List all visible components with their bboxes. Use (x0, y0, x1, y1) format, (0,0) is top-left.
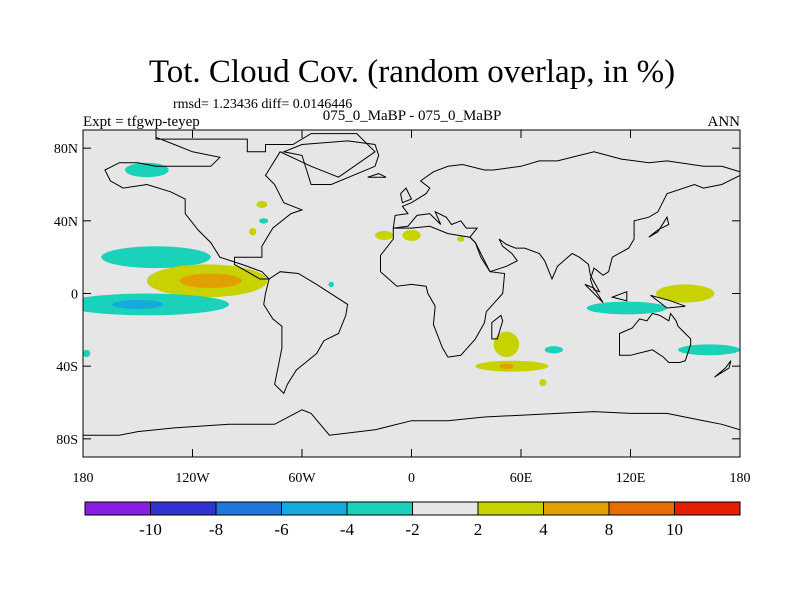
y-tick-label-3: 0 (71, 288, 78, 303)
y-tick-label-1: 80N (54, 142, 78, 157)
colorbar-label-1: -10 (139, 520, 162, 539)
colorbar-label-5: -2 (405, 520, 419, 539)
colorbar-label-3: -6 (274, 520, 288, 539)
coastline-3 (380, 225, 506, 358)
colorbar-box-3 (215, 501, 282, 516)
x-tick-label-5: 60E (510, 471, 533, 486)
anomaly-patch-8 (249, 228, 257, 236)
x-tick-label-6: 120E (616, 471, 646, 486)
y-tick-label-4: 40S (56, 360, 78, 375)
x-tick-label-7: 180 (730, 471, 751, 486)
anomaly-patch-12 (457, 236, 465, 242)
colorbar-box-10 (674, 501, 741, 516)
colorbar-label-8: 8 (605, 520, 614, 539)
x-tick-label-3: 60W (288, 471, 316, 486)
colorbar-box-5 (346, 501, 413, 516)
anomaly-patch-13 (493, 331, 520, 358)
anomaly-patch-11 (402, 229, 421, 241)
colorbar-label-7: 4 (539, 520, 548, 539)
anomaly-patch-15 (499, 363, 514, 369)
map-plot-area (83, 130, 740, 457)
y-axis: 80N 40N 0 40S 80S (54, 142, 740, 448)
anomaly-patch-9 (259, 218, 269, 224)
x-tick-label-2: 120W (175, 471, 210, 486)
coastline-9 (584, 283, 604, 303)
colorbar-box-7 (477, 501, 544, 516)
anomaly-patch-4 (179, 273, 242, 289)
stats-label: rmsd= 1.23436 diff= 0.0146446 (173, 97, 352, 112)
coastlines (83, 130, 740, 457)
colorbar-label-2: -8 (209, 520, 223, 539)
colorbar-box-1 (84, 501, 151, 516)
coastline-12 (648, 215, 670, 238)
colorbar-label-4: -4 (340, 520, 355, 539)
coastline-6 (282, 140, 380, 185)
anomaly-patch-6 (112, 299, 164, 309)
anomaly-patch-22 (328, 281, 334, 288)
anomaly-patch-17 (539, 378, 547, 387)
colorbar-box-9 (608, 501, 675, 516)
y-tick-label-5: 80S (56, 433, 78, 448)
colorbar-box-2 (150, 501, 217, 516)
coastline-2 (263, 271, 349, 395)
coastline-7 (491, 314, 504, 340)
season-label: ANN (708, 114, 741, 130)
case-label: 075_0_MaBP - 075_0_MaBP (323, 108, 502, 124)
x-tick-label-1: 180 (73, 471, 94, 486)
colorbar: -10 -8 -6 -4 -2 2 4 8 10 (84, 501, 741, 539)
colorbar-box-8 (543, 501, 610, 516)
anomaly-patch-18 (586, 301, 667, 315)
coastline-8 (83, 409, 740, 457)
colorbar-box-4 (281, 501, 348, 516)
x-axis: 180 120W 60W 0 60E 120E 180 (73, 130, 751, 486)
anomaly-patch-10 (375, 230, 394, 240)
anomaly-patch-19 (656, 284, 715, 303)
chart-title: Tot. Cloud Cov. (random overlap, in %) (149, 54, 675, 90)
colorbar-label-9: 10 (666, 520, 683, 539)
coastline-13 (400, 187, 413, 204)
colorbar-label-6: 2 (474, 520, 483, 539)
coastline-14 (367, 173, 387, 178)
x-tick-label-4: 0 (408, 471, 415, 486)
anomaly-patch-20 (677, 344, 740, 356)
coastline-4 (392, 151, 740, 293)
coastline-1 (104, 130, 376, 280)
colorbar-box-6 (412, 501, 479, 516)
anomaly-patch-2 (101, 246, 211, 269)
coastline-5 (619, 312, 692, 363)
coastline-10 (610, 290, 628, 302)
y-tick-label-2: 40N (54, 215, 78, 230)
coastline-15 (714, 360, 732, 378)
coastline-11 (650, 294, 686, 309)
anomaly-field (83, 162, 740, 387)
anomaly-patch-21 (83, 349, 91, 358)
anomaly-patch-7 (256, 200, 268, 209)
experiment-label: Expt = tfgwp-teyep (83, 114, 200, 130)
anomaly-patch-16 (544, 346, 563, 354)
